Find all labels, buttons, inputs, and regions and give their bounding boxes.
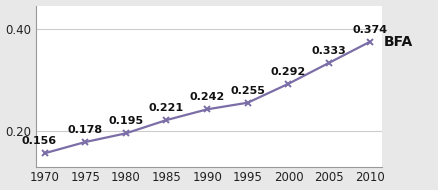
Text: 0.292: 0.292	[270, 67, 305, 77]
Text: 0.242: 0.242	[189, 92, 224, 102]
Text: 0.156: 0.156	[21, 136, 57, 146]
Text: 0.178: 0.178	[67, 125, 102, 135]
Text: 0.333: 0.333	[311, 46, 346, 56]
Text: BFA: BFA	[383, 35, 412, 49]
Text: 0.195: 0.195	[108, 116, 143, 126]
Text: 0.255: 0.255	[230, 86, 265, 96]
Text: 0.221: 0.221	[148, 103, 184, 113]
Text: 0.374: 0.374	[351, 25, 386, 35]
